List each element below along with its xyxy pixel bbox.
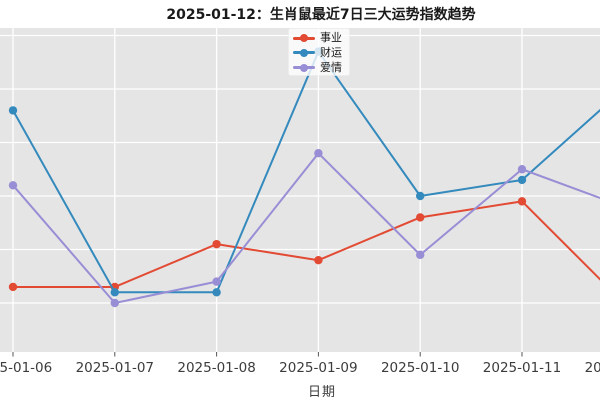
legend-item-love: 爱情 bbox=[293, 61, 349, 75]
x-tick-label: 2025-01-06 bbox=[0, 360, 53, 376]
series-point-love bbox=[8, 181, 18, 190]
x-tick-label: 2025-01-08 bbox=[177, 360, 256, 376]
series-point-wealth bbox=[416, 191, 425, 201]
series-point-wealth bbox=[517, 175, 527, 185]
legend-marker-love-icon bbox=[293, 63, 315, 72]
series-point-career bbox=[517, 197, 527, 206]
x-tick-label: 2025-01-11 bbox=[482, 360, 562, 376]
x-axis-title: 日期 bbox=[307, 385, 337, 400]
series-point-love bbox=[212, 277, 221, 286]
series-point-wealth bbox=[110, 288, 120, 297]
series-point-career bbox=[8, 282, 18, 292]
legend-item-career: 事业 bbox=[293, 31, 349, 45]
x-tick-label: 2025-01-07 bbox=[75, 360, 155, 376]
legend-label-love: 爱情 bbox=[320, 60, 342, 74]
x-tick-label: 2025-01-09 bbox=[279, 360, 358, 376]
series-point-love bbox=[416, 250, 425, 260]
series-point-love bbox=[314, 149, 323, 158]
legend-marker-career-icon bbox=[293, 34, 315, 43]
legend: 事业 财运 爱情 bbox=[288, 28, 350, 76]
legend-label-wealth: 财运 bbox=[320, 45, 342, 59]
legend-label-career: 事业 bbox=[320, 31, 342, 45]
series-point-wealth bbox=[8, 106, 18, 115]
x-tick-label: 2025-01-10 bbox=[380, 360, 460, 376]
series-point-career bbox=[314, 256, 323, 265]
series-point-career bbox=[212, 239, 221, 249]
legend-marker-wealth-icon bbox=[293, 48, 315, 57]
plot-background bbox=[0, 28, 600, 352]
series-point-love bbox=[110, 298, 120, 308]
legend-item-wealth: 财运 bbox=[293, 46, 349, 60]
series-point-career bbox=[416, 213, 425, 222]
x-tick-label: 2025-01-12 bbox=[584, 360, 600, 376]
series-point-love bbox=[517, 165, 527, 174]
series-point-wealth bbox=[212, 288, 221, 297]
chart-title: 2025-01-12：生肖鼠最近7日三大运势指数趋势 bbox=[166, 7, 476, 23]
